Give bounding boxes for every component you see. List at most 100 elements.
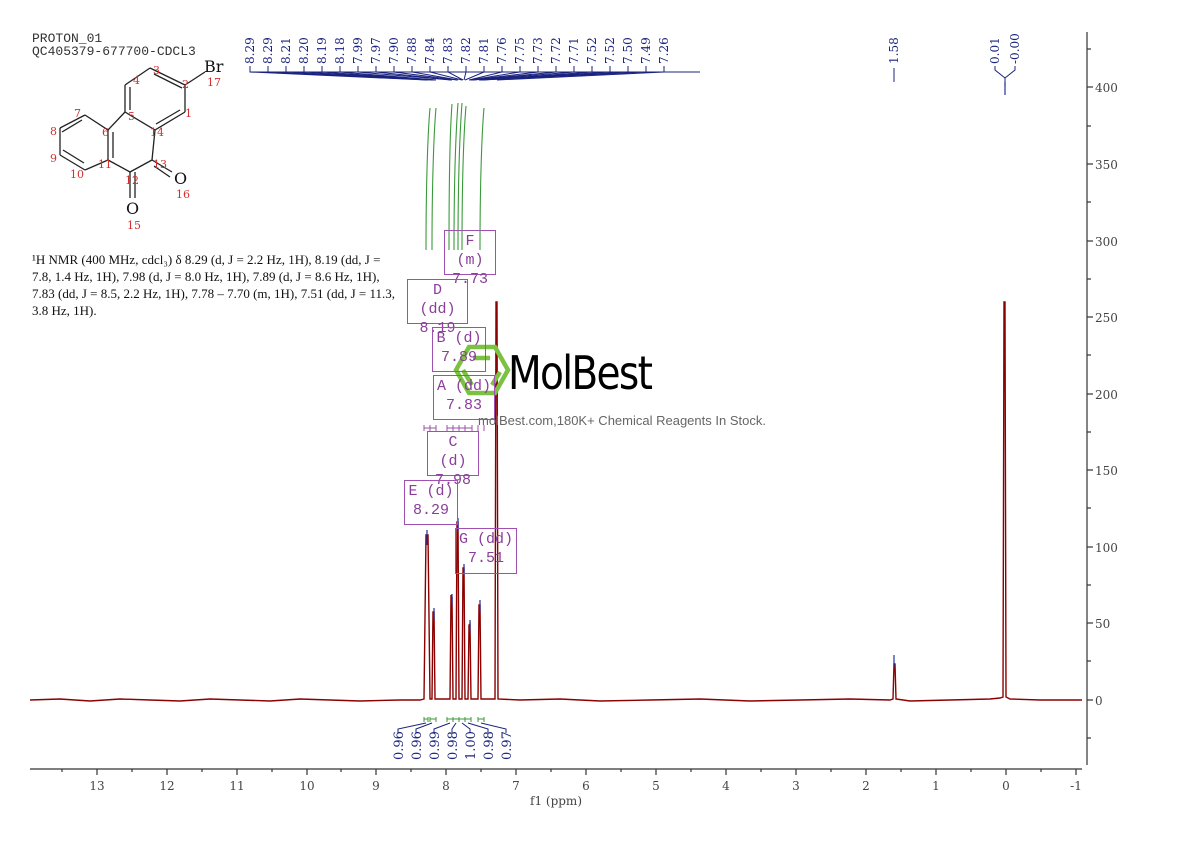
- svg-text:1.00: 1.00: [464, 731, 479, 760]
- svg-text:7.50: 7.50: [621, 37, 635, 64]
- molbest-logo-icon: [453, 344, 511, 396]
- svg-text:-1: -1: [1070, 779, 1082, 793]
- svg-text:7.90: 7.90: [387, 37, 401, 64]
- svg-text:9: 9: [372, 779, 380, 793]
- svg-text:250: 250: [1095, 311, 1118, 325]
- svg-text:7.73: 7.73: [531, 37, 545, 64]
- svg-text:7.97: 7.97: [369, 37, 383, 64]
- svg-text:8.19: 8.19: [315, 37, 329, 64]
- svg-text:6: 6: [582, 779, 590, 793]
- svg-text:5: 5: [652, 779, 660, 793]
- multiplet-annotation-g: G (dd) 7.51: [455, 528, 517, 574]
- peak-labels: 8.29 8.29 8.21 8.20 8.19 8.18 7.99 7.97 …: [243, 33, 1022, 64]
- atom-label: 16: [176, 188, 190, 201]
- svg-text:7.49: 7.49: [639, 37, 653, 64]
- svg-text:0.98: 0.98: [482, 731, 497, 760]
- svg-text:8.18: 8.18: [333, 37, 347, 64]
- peak-markers: [426, 82, 1006, 668]
- atom-label: 14: [150, 126, 164, 139]
- bromine-label: Br: [204, 57, 224, 76]
- svg-text:2: 2: [862, 779, 870, 793]
- svg-text:1: 1: [932, 779, 940, 793]
- multiplet-marks: [423, 425, 485, 431]
- atom-label: 17: [207, 76, 221, 89]
- svg-text:8: 8: [442, 779, 450, 793]
- svg-text:7.75: 7.75: [513, 37, 527, 64]
- svg-text:350: 350: [1095, 158, 1118, 172]
- svg-text:7.83: 7.83: [441, 37, 455, 64]
- svg-text:0.98: 0.98: [446, 731, 461, 760]
- x-axis: [30, 768, 1082, 775]
- svg-text:0.97: 0.97: [500, 731, 515, 760]
- multiplet-annotation-f: F (m) 7.73: [444, 230, 496, 288]
- atom-label: 4: [133, 74, 140, 87]
- svg-text:7.84: 7.84: [423, 37, 437, 64]
- atom-label: 13: [153, 158, 167, 171]
- svg-text:12: 12: [159, 779, 174, 793]
- svg-text:0.01: 0.01: [988, 37, 1002, 64]
- svg-text:50: 50: [1095, 617, 1110, 631]
- svg-text:13: 13: [89, 779, 104, 793]
- svg-text:0.99: 0.99: [428, 731, 443, 760]
- svg-text:1.58: 1.58: [887, 37, 901, 64]
- multiplet-annotation-b: B (d) 7.89: [432, 327, 486, 372]
- svg-text:7.82: 7.82: [459, 37, 473, 64]
- x-axis-label: f1 (ppm): [530, 794, 582, 808]
- svg-text:7.99: 7.99: [351, 37, 365, 64]
- watermark-tagline: molBest.com,180K+ Chemical Reagents In S…: [478, 413, 766, 428]
- svg-text:4: 4: [722, 779, 730, 793]
- atom-label: 5: [128, 110, 135, 123]
- x-tick-labels: 13 12 11 10 9 8 7 6 5 4 3 2 1 0 -1 f1 (p…: [89, 779, 1081, 808]
- svg-text:7.26: 7.26: [657, 37, 671, 64]
- svg-text:7.72: 7.72: [549, 37, 563, 64]
- multiplet-annotation-e: E (d) 8.29: [404, 480, 458, 525]
- svg-text:7.81: 7.81: [477, 37, 491, 64]
- multiplet-annotation-d: D (dd) 8.19: [407, 279, 468, 337]
- experiment-name: PROTON_01: [32, 31, 103, 46]
- svg-text:8.20: 8.20: [297, 37, 311, 64]
- atom-label: 8: [50, 125, 57, 138]
- svg-text:7.88: 7.88: [405, 37, 419, 64]
- svg-text:10: 10: [299, 779, 314, 793]
- atom-label: 9: [50, 152, 57, 165]
- svg-text:0: 0: [1002, 779, 1010, 793]
- integral-marks: [423, 717, 485, 722]
- svg-text:0.96: 0.96: [410, 731, 425, 760]
- svg-text:0: 0: [1095, 694, 1103, 708]
- svg-text:7.52: 7.52: [603, 37, 617, 64]
- svg-text:150: 150: [1095, 464, 1118, 478]
- nmr-description: ¹H NMR (400 MHz, cdcl₃) δ 8.29 (d, J = 2…: [32, 252, 395, 318]
- atom-label: 11: [98, 158, 112, 171]
- svg-text:7.71: 7.71: [567, 37, 581, 64]
- watermark-brand: MolBest: [508, 346, 653, 400]
- svg-text:8.29: 8.29: [243, 37, 257, 64]
- atom-label: 15: [127, 219, 141, 232]
- atom-label: 6: [102, 126, 109, 139]
- svg-text:8.29: 8.29: [261, 37, 275, 64]
- oxygen-label: O: [174, 169, 187, 188]
- atom-label: 1: [185, 107, 192, 120]
- svg-text:300: 300: [1095, 235, 1118, 249]
- multiplet-annotation-c: C (d) 7.98: [427, 431, 479, 489]
- svg-text:0.96: 0.96: [392, 731, 407, 760]
- y-tick-labels: 400 350 300 250 200 150 100 50 0: [1095, 81, 1118, 708]
- peak-label-leaders: [249, 66, 1016, 86]
- atom-label: 3: [153, 64, 160, 77]
- svg-text:11: 11: [229, 779, 244, 793]
- chemical-structure: 3 2 1 4 5 14 6 7 8 9 10 11 12 13 17 16 1…: [50, 57, 224, 232]
- integral-brackets: [397, 722, 507, 733]
- atom-label: 12: [125, 174, 139, 187]
- svg-text:7.76: 7.76: [495, 37, 509, 64]
- sample-id: QC405379-677700-CDCL3: [32, 44, 196, 59]
- svg-text:8.21: 8.21: [279, 37, 293, 64]
- svg-text:200: 200: [1095, 388, 1118, 402]
- spectrum-trace: [29, 301, 1082, 702]
- svg-text:400: 400: [1095, 81, 1118, 95]
- atom-label: 10: [70, 168, 84, 181]
- svg-text:100: 100: [1095, 541, 1118, 555]
- integral-curves: [425, 102, 485, 251]
- y-axis: [1086, 32, 1093, 765]
- atom-label: 7: [74, 107, 81, 120]
